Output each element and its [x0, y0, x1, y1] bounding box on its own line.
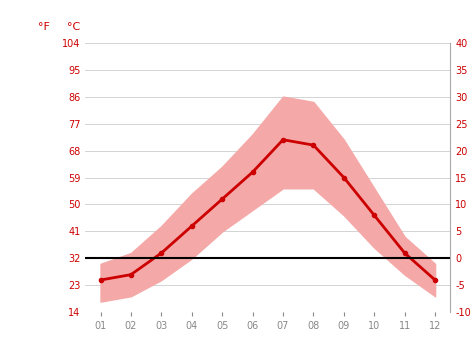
- Text: °C: °C: [67, 22, 80, 32]
- Text: °F: °F: [38, 22, 50, 32]
